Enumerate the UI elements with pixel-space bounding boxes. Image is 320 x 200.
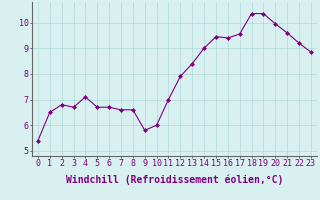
X-axis label: Windchill (Refroidissement éolien,°C): Windchill (Refroidissement éolien,°C): [66, 174, 283, 185]
